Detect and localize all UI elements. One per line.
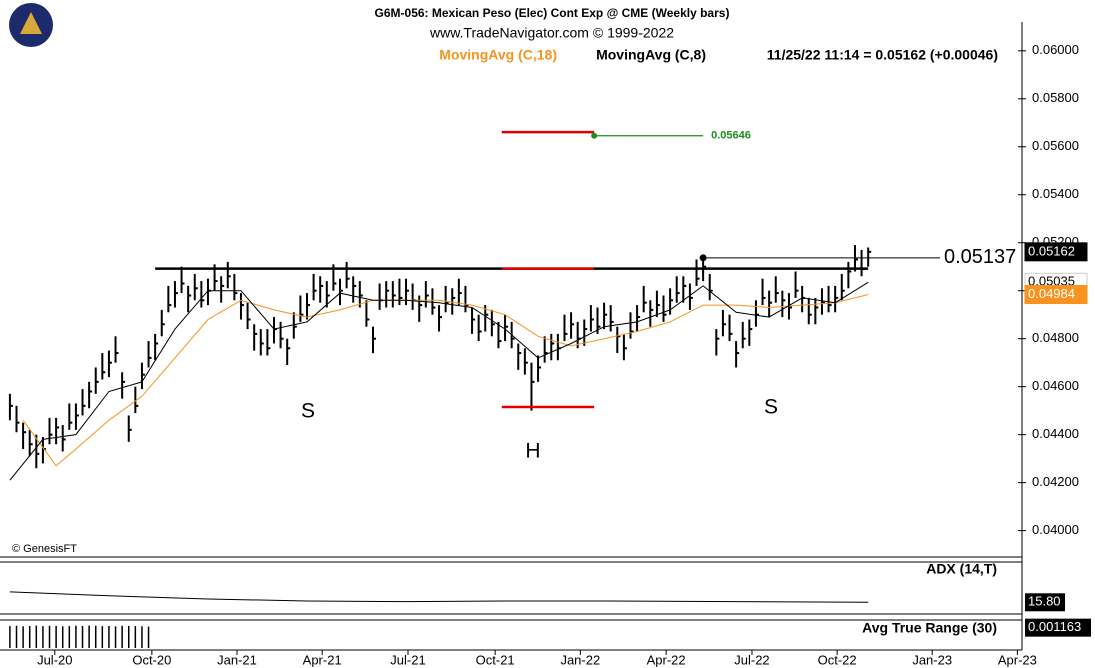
moving-average <box>9 281 869 481</box>
legend-entry: MovingAvg (C,18) <box>439 47 557 63</box>
chart-title: G6M-056: Mexican Peso (Elec) Cont Exp @ … <box>375 6 730 20</box>
legend-entry: MovingAvg (C,8) <box>596 47 706 63</box>
x-tick-label: Jul-20 <box>37 652 72 667</box>
x-tick-label: Oct-22 <box>818 652 857 667</box>
chart-subtitle: www.TradeNavigator.com © 1999-2022 <box>429 25 674 41</box>
logo-emblem <box>20 12 42 34</box>
x-tick-label: Jul-21 <box>390 652 425 667</box>
price-badge-label: 0.05162 <box>1028 243 1075 258</box>
target-label: 0.05646 <box>711 130 751 142</box>
x-tick-label: Jan-21 <box>217 652 257 667</box>
logo <box>9 3 53 47</box>
pattern-label: S <box>764 396 778 419</box>
x-tick-label: Oct-20 <box>132 652 171 667</box>
price-badge-label: 0.04984 <box>1028 286 1075 301</box>
y-tick-label: 0.04800 <box>1032 330 1079 345</box>
y-tick-label: 0.04200 <box>1032 474 1079 489</box>
y-tick-label: 0.05400 <box>1032 186 1079 201</box>
atr-label: Avg True Range (30) <box>862 620 997 636</box>
y-tick-label: 0.06000 <box>1032 42 1079 57</box>
adx-label: ADX (14,T) <box>926 561 997 577</box>
adx-badge-label: 15.80 <box>1028 594 1061 609</box>
level-dot <box>699 254 707 262</box>
y-tick-label: 0.04000 <box>1032 522 1079 537</box>
copyright: © GenesisFT <box>12 543 77 555</box>
pattern-label: H <box>525 440 540 463</box>
moving-average <box>22 294 869 467</box>
target-dot <box>591 132 598 139</box>
x-tick-label: Apr-21 <box>303 652 342 667</box>
y-tick-label: 0.04600 <box>1032 378 1079 393</box>
y-tick-label: 0.05600 <box>1032 138 1079 153</box>
price-badge <box>1024 242 1088 262</box>
x-tick-label: Apr-22 <box>647 652 686 667</box>
price-badge <box>1024 285 1088 305</box>
x-tick-label: Jul-22 <box>734 652 769 667</box>
price-badge-label: 0.05035 <box>1028 274 1075 289</box>
adx-badge <box>1025 593 1065 612</box>
pattern-label: S <box>301 400 315 423</box>
atr-badge <box>1025 618 1091 637</box>
x-tick-label: Jan-23 <box>912 652 952 667</box>
level-label: 0.05137 <box>944 246 1016 268</box>
y-tick-label: 0.04400 <box>1032 426 1079 441</box>
x-tick-label: Jan-22 <box>560 652 600 667</box>
frame <box>0 22 1023 651</box>
x-tick-label: Apr-23 <box>998 652 1037 667</box>
y-tick-label: 0.05800 <box>1032 90 1079 105</box>
quote: 11/25/22 11:14 = 0.05162 (+0.00046) <box>767 47 998 63</box>
x-tick-label: Oct-21 <box>476 652 515 667</box>
atr-badge-label: 0.001163 <box>1028 619 1081 634</box>
adx-line <box>9 591 869 603</box>
